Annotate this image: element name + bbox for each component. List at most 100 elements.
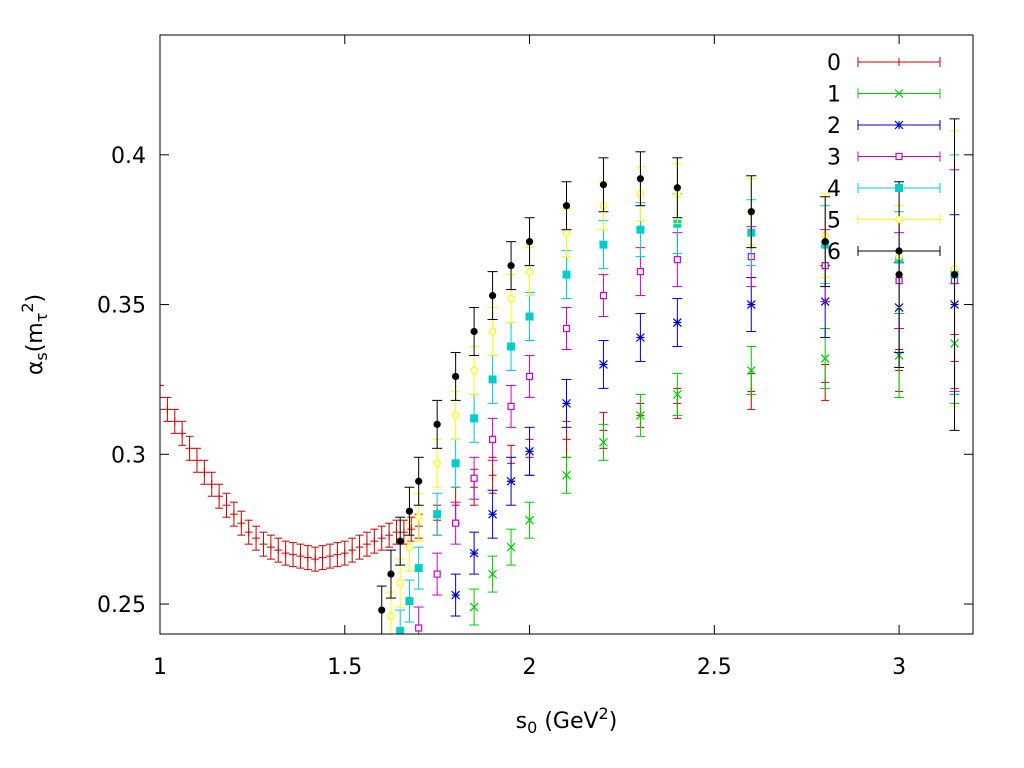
data-point [672,372,683,416]
series-container [160,118,960,634]
data-point [340,540,349,566]
x-axis-title-mid: (GeV [537,709,598,734]
data-point [160,384,164,410]
series-6 [376,118,960,634]
data-point [185,435,194,461]
x-tick-label: 2 [523,655,537,680]
data-point [376,585,387,634]
data-point [362,531,371,557]
legend-item: 1 [827,83,941,108]
data-point [244,519,253,545]
data-point [598,423,609,461]
data-point [432,552,443,596]
data-point [598,339,609,389]
data-point [178,420,187,446]
data-point [562,420,571,458]
data-point [274,537,283,563]
data-point [746,277,757,333]
data-point [259,531,268,557]
y-axis-title-sub: s [32,352,51,360]
data-point [170,408,179,434]
x-tick-label: 2.5 [697,655,732,680]
data-point [237,510,246,536]
data-point [377,525,386,551]
x-tick-label: 1.5 [327,655,362,680]
data-point [333,542,342,568]
data-point [266,534,275,560]
data-point [450,390,461,440]
legend-label: 2 [827,114,841,139]
tick-labels: 1 1.5 2 2.5 3 0.25 0.3 0.35 0.4 [97,144,906,680]
data-point [432,492,443,536]
data-point [281,540,290,566]
data-point [163,396,172,422]
data-point [820,196,831,288]
legend-marker [895,215,903,224]
data-point [215,483,224,509]
legend-label: 1 [827,83,841,108]
data-point [635,393,646,437]
data-point [506,241,517,291]
tick-marks [159,35,973,634]
data-point [561,307,572,350]
data-point [385,549,396,599]
legend-item: 5 [827,209,941,234]
legend: 0 1 2 3 4 5 6 [827,51,941,265]
y-tick-label: 0.3 [111,443,146,468]
data-point [561,456,572,494]
data-point [432,399,443,449]
data-point [524,217,535,267]
data-point [450,351,461,401]
data-point [395,609,406,634]
data-point [348,537,357,563]
legend-item: 2 [827,114,941,139]
data-point [392,519,401,545]
data-point [407,516,416,542]
data-point [487,555,498,593]
data-point [635,151,646,207]
data-point [469,456,480,500]
x-axis-title-sup: 2 [599,704,609,723]
data-point [746,345,757,395]
legend-item: 3 [827,146,941,171]
y-tick-label: 0.4 [111,144,146,169]
data-point [325,543,334,569]
data-point [598,157,609,213]
data-point [469,588,480,626]
legend-marker [895,58,903,66]
data-point [469,531,480,575]
y-axis-title: αs(mτ2) [18,294,51,375]
data-point [355,534,364,560]
data-point [395,558,406,608]
legend-label: 5 [827,209,841,234]
data-point [672,298,683,347]
data-point [207,471,216,497]
data-point [370,528,379,554]
legend-item: 4 [827,177,941,202]
data-point [289,542,298,568]
legend-item: 6 [827,240,941,265]
data-point [303,545,312,571]
data-point [404,579,415,623]
x-tick-label: 1 [153,655,167,680]
data-point [395,516,406,566]
y-axis-title-sup: 2 [18,302,37,312]
data-point [229,501,238,527]
data-point [469,307,480,356]
data-point [506,384,517,428]
data-point [949,118,960,431]
y-axis-title-tau: τ [32,313,51,323]
data-point [318,545,327,571]
plot-data [160,118,960,634]
data-point [385,522,394,548]
data-point [487,271,498,321]
data-point [487,489,498,539]
plot-frame [159,34,974,635]
data-point [450,501,461,545]
data-point [222,492,231,518]
legend-label: 0 [827,51,841,76]
legend-marker [894,89,904,98]
legend-item: 0 [827,51,941,76]
